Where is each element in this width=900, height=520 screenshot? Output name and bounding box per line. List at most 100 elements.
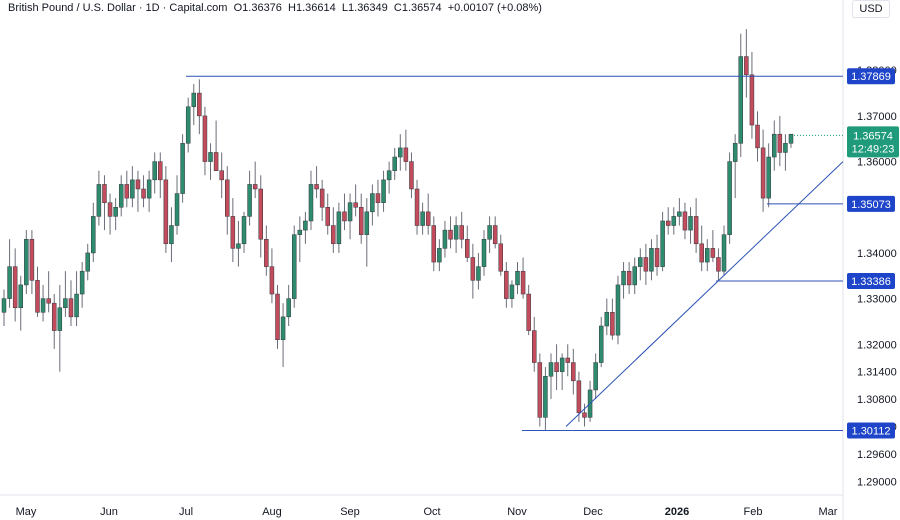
x-tick-label: Jun [100, 506, 118, 518]
ohlc-high: 1.36614 [296, 2, 336, 14]
candle-body [291, 234, 297, 299]
candle-body [442, 229, 448, 249]
candle-body [236, 243, 241, 249]
x-tick-label: Dec [583, 506, 603, 518]
candle-body [732, 143, 738, 162]
candle-body [141, 188, 146, 199]
candle-body [336, 211, 342, 245]
candle-body [398, 147, 403, 158]
candle-body [755, 124, 760, 149]
candle-body [319, 188, 325, 208]
candle-body [621, 270, 626, 286]
candle-body [470, 257, 476, 281]
ohlc-close: 1.36574 [401, 2, 442, 14]
candle-body [85, 252, 90, 272]
level-badge-label: 1.33386 [851, 276, 891, 288]
candle-body [40, 298, 46, 313]
level-badge-label: 1.30112 [852, 426, 891, 438]
candle-body [465, 238, 470, 258]
y-tick-label: 1.33000 [857, 294, 897, 306]
x-tick-label: Mar [819, 506, 838, 518]
candle-body [643, 257, 649, 272]
candle-body [213, 152, 219, 171]
candle-body [531, 330, 537, 363]
candle-body [710, 248, 716, 258]
candle-body [275, 293, 280, 340]
candle-body [682, 211, 688, 231]
y-tick-label: 1.37000 [857, 111, 897, 123]
candle-body [420, 211, 425, 226]
candle-body [520, 270, 526, 295]
last-price-value: 1.36574 [853, 130, 893, 142]
candle-body [325, 207, 330, 226]
y-tick-label: 1.30800 [857, 394, 897, 406]
candle-body [57, 307, 63, 331]
candle-body [716, 257, 721, 272]
candle-body [448, 229, 453, 240]
candle-body [459, 225, 464, 240]
candle-body [342, 211, 347, 222]
candle-body [487, 225, 492, 240]
candle-body [269, 266, 275, 295]
candle-body [392, 156, 397, 171]
x-tick-label: 2026 [665, 506, 689, 518]
candle-body [197, 92, 202, 117]
candle-body [414, 188, 420, 226]
trendline [565, 161, 844, 427]
chart-header: British Pound / U.S. Dollar · 1D · Capit… [8, 2, 542, 14]
candle-body [24, 238, 29, 286]
x-tick-label: Nov [507, 506, 527, 518]
candle-body [91, 216, 96, 254]
level-badge [847, 422, 895, 439]
candle-body [286, 298, 291, 318]
candle-body [358, 207, 364, 235]
candle-body [593, 362, 598, 391]
candle-body [1, 298, 7, 313]
candle-body [347, 202, 353, 222]
currency-selector[interactable]: USD [852, 0, 890, 18]
candle-body [247, 184, 252, 217]
candle-body [180, 143, 185, 194]
candle-body [453, 225, 459, 240]
candle-body [492, 225, 498, 245]
candle-body [788, 133, 794, 144]
candle-body [191, 92, 197, 108]
candle-body [481, 238, 487, 267]
candle-body [760, 147, 766, 199]
candle-body [509, 284, 515, 299]
candle-body [202, 115, 208, 162]
candle-body [68, 298, 74, 318]
candle-body [353, 202, 358, 208]
ohlc-open: 1.36376 [242, 2, 282, 14]
candle-body [79, 270, 85, 295]
candle-body [610, 312, 615, 336]
ohlc-close-label: C [393, 2, 402, 14]
x-tick-label: Aug [262, 506, 282, 518]
level-badge-label: 1.35073 [851, 199, 891, 211]
candle-body [515, 270, 520, 286]
candle-body [772, 133, 777, 158]
candle-body [146, 179, 152, 199]
x-tick-label: May [16, 506, 37, 518]
candle-body [314, 184, 319, 190]
candle-body [705, 248, 710, 263]
symbol-title: British Pound / U.S. Dollar · 1D · Capit… [8, 2, 228, 14]
ohlc-high-label: H [288, 2, 296, 14]
candle-body [169, 225, 174, 245]
candle-body [615, 284, 621, 336]
candle-body [649, 248, 654, 272]
price-change: +0.00107 (+0.08%) [447, 2, 542, 14]
candle-body [571, 362, 576, 382]
candle-body [29, 238, 35, 281]
candle-body [677, 211, 682, 217]
candle-body [598, 325, 604, 363]
candle-body [632, 266, 637, 286]
candle-body [297, 229, 303, 235]
y-tick-label: 1.29000 [857, 476, 897, 488]
candle-body [504, 270, 509, 299]
candle-body [554, 362, 559, 372]
candle-body [626, 270, 632, 286]
y-tick-label: 1.36000 [857, 157, 897, 169]
candle-body [74, 293, 79, 318]
